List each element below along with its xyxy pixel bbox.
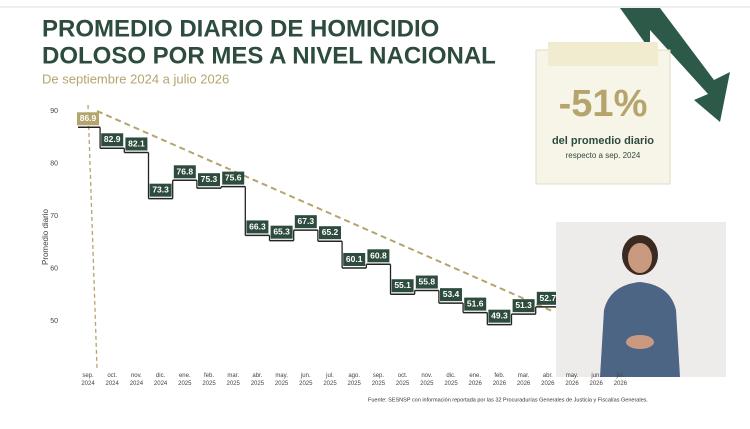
y-tick-label: 70 xyxy=(50,213,58,220)
trend-line xyxy=(96,110,553,312)
x-tick-label: feb. 2025 xyxy=(202,373,216,387)
x-tick-label: jul. 2026 xyxy=(613,373,628,387)
x-tick-label: jun. 2025 xyxy=(299,373,313,387)
x-tick-label: jun. 2026 xyxy=(589,373,603,387)
data-label: 82.9 xyxy=(104,134,121,144)
y-tick-label: 90 xyxy=(50,108,58,115)
x-tick-label: ago. 2025 xyxy=(347,373,361,387)
x-tick-label: nov. 2024 xyxy=(129,373,144,387)
x-tick-label: may. 2026 xyxy=(565,373,579,387)
highlight-text: respecto a sep. 2024 xyxy=(566,151,641,160)
x-tick-label: nov. 2025 xyxy=(420,373,434,387)
x-tick-label: jul. 2025 xyxy=(323,373,337,387)
label-box xyxy=(294,215,317,229)
data-label: 86.9 xyxy=(80,113,97,123)
label-box xyxy=(222,171,245,185)
y-tick-label: 60 xyxy=(50,265,58,272)
y-tick-label: 50 xyxy=(50,318,58,325)
label-box xyxy=(270,225,293,239)
title-line: DOLOSO POR MES A NIVEL NACIONAL xyxy=(42,42,496,69)
data-label: 55.8 xyxy=(419,277,436,287)
label-box xyxy=(512,299,535,313)
data-label: 76.8 xyxy=(177,166,194,176)
highlight-text: del promedio diario xyxy=(552,135,654,147)
highlight-value: -51% xyxy=(559,83,648,125)
data-label: 75.3 xyxy=(201,174,218,184)
x-tick-label: ene. 2025 xyxy=(178,373,192,387)
x-tick-label: dic. 2025 xyxy=(444,373,458,387)
x-tick-label: may. 2025 xyxy=(274,373,289,387)
label-box xyxy=(319,226,341,240)
y-tick-label: 80 xyxy=(50,160,58,167)
label-box xyxy=(149,183,172,197)
card-tab xyxy=(548,42,658,66)
data-label: 66.3 xyxy=(249,221,266,231)
label-box xyxy=(125,137,148,151)
data-label: 60.8 xyxy=(370,250,387,260)
x-tick-label: mar. 2025 xyxy=(226,373,240,387)
x-tick-label: mar. 2026 xyxy=(516,373,531,387)
x-tick-label: feb. 2026 xyxy=(492,373,507,387)
data-label: 65.3 xyxy=(273,227,290,237)
data-label: 82.1 xyxy=(128,138,145,148)
y-axis-label: Promedio diario xyxy=(41,208,50,265)
subtitle: De septiembre 2024 a julio 2026 xyxy=(42,71,229,86)
data-label: 73.3 xyxy=(152,185,169,195)
label-box xyxy=(536,291,559,305)
data-label: 51.6 xyxy=(467,299,484,309)
data-label: 49.3 xyxy=(491,311,508,321)
reference-line xyxy=(87,104,98,369)
label-box xyxy=(440,288,462,302)
x-tick-label: ene. 2026 xyxy=(468,373,482,387)
x-tick-label: oct. 2025 xyxy=(395,373,410,387)
label-box xyxy=(198,173,220,187)
label-box xyxy=(173,165,196,179)
label-box xyxy=(367,249,390,263)
x-tick-label: oct. 2024 xyxy=(105,373,119,387)
data-label: 65.2 xyxy=(322,227,339,237)
x-tick-label: sep. 2025 xyxy=(371,373,386,387)
label-box xyxy=(246,220,269,234)
data-label: 52.7 xyxy=(540,293,557,303)
x-tick-label: dic. 2024 xyxy=(153,373,168,387)
label-box xyxy=(101,133,124,147)
title-line: PROMEDIO DIARIO DE HOMICIDIO xyxy=(42,15,439,42)
data-label: 51.3 xyxy=(515,300,532,310)
x-tick-label: sep. 2024 xyxy=(81,373,95,387)
label-box xyxy=(415,275,438,289)
label-box xyxy=(391,279,414,293)
data-label: 60.1 xyxy=(346,254,363,264)
label-box xyxy=(77,112,99,126)
x-tick-label: abr. 2025 xyxy=(250,373,265,387)
label-box xyxy=(464,297,487,311)
data-label: 75.6 xyxy=(225,173,242,183)
x-tick-label: abr. 2026 xyxy=(541,373,555,387)
label-box xyxy=(488,309,511,323)
data-label: 67.3 xyxy=(298,216,315,226)
interpreter-video xyxy=(556,222,726,377)
label-box xyxy=(343,252,366,266)
data-label: 55.1 xyxy=(394,280,411,290)
down-arrow xyxy=(620,8,730,122)
data-label: 53.4 xyxy=(443,289,460,299)
source: Fuente: SESNSP con información reportada… xyxy=(368,397,648,403)
